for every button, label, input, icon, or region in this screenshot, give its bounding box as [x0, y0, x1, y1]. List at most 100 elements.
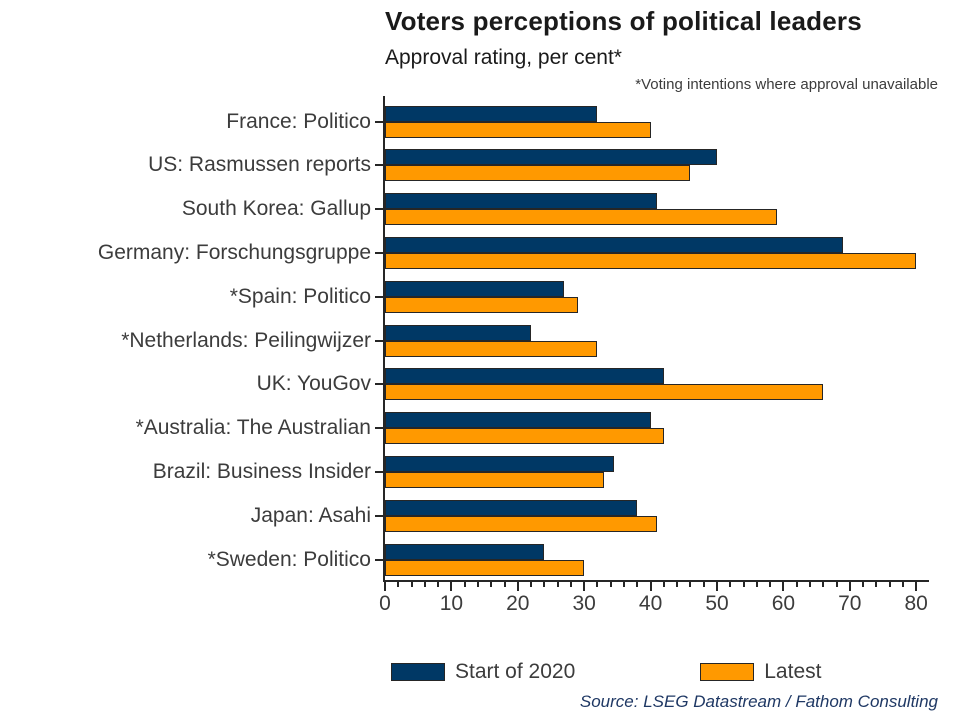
bar-latest-france-politico	[385, 121, 651, 138]
x-axis-tick-label-70: 70	[838, 592, 862, 615]
y-axis-tick	[375, 427, 383, 430]
x-axis-tick-label-80: 80	[904, 592, 928, 615]
category-label-uk-yougov: UK: YouGov	[256, 372, 371, 396]
bar-latest-australia-the-australian	[385, 428, 664, 445]
category-label-netherlands-peilingwijzer: *Netherlands: Peilingwijzer	[121, 328, 371, 352]
x-axis-minor-tick	[795, 582, 798, 587]
x-axis-minor-tick	[901, 582, 904, 587]
x-axis-minor-tick	[543, 582, 546, 587]
bar-start-of-2020-spain-politico	[385, 280, 564, 297]
y-axis-tick	[375, 514, 383, 517]
y-axis-tick	[375, 208, 383, 211]
x-axis-minor-tick	[596, 582, 599, 587]
legend-swatch-latest	[700, 663, 755, 681]
chart-subtitle: Approval rating, per cent*	[385, 46, 622, 69]
x-axis-minor-tick	[490, 582, 493, 587]
x-axis-major-tick	[782, 582, 785, 591]
x-axis-tick-label-10: 10	[439, 592, 464, 615]
bar-start-of-2020-us-rasmussen-reports	[385, 149, 717, 166]
bar-latest-germany-forschungsgruppe	[385, 252, 916, 269]
x-axis-minor-tick	[636, 582, 639, 587]
source-credit: Source: LSEG Datastream / Fathom Consult…	[579, 692, 938, 711]
bar-latest-japan-asahi	[385, 515, 657, 532]
x-axis-minor-tick	[476, 582, 479, 587]
bar-latest-sweden-politico	[385, 559, 584, 576]
x-axis-minor-tick	[729, 582, 732, 587]
legend-swatch-start-of-2020	[391, 663, 445, 681]
x-axis-minor-tick	[556, 582, 559, 587]
x-axis-major-tick	[583, 582, 586, 591]
y-axis-tick	[375, 164, 383, 167]
x-axis-tick-label-0: 0	[379, 592, 391, 615]
x-axis-minor-tick	[423, 582, 426, 587]
chart-footnote: *Voting intentions where approval unavai…	[635, 76, 938, 93]
x-axis-tick-label-30: 30	[572, 592, 596, 615]
x-axis-minor-tick	[623, 582, 626, 587]
bar-start-of-2020-netherlands-peilingwijzer	[385, 324, 531, 341]
y-axis-tick	[375, 383, 383, 386]
x-axis-minor-tick	[769, 582, 772, 587]
y-axis-tick	[375, 120, 383, 123]
x-axis-major-tick	[384, 582, 386, 591]
x-axis-major-tick	[450, 582, 453, 591]
bar-start-of-2020-sweden-politico	[385, 543, 544, 560]
bar-latest-south-korea-gallup	[385, 209, 777, 226]
category-label-us-rasmussen-reports: US: Rasmussen reports	[148, 153, 371, 177]
legend-label-latest: Latest	[764, 660, 822, 683]
x-axis-minor-tick	[609, 582, 612, 587]
x-axis-line	[383, 580, 929, 582]
y-axis-tick	[375, 295, 383, 298]
bar-start-of-2020-south-korea-gallup	[385, 193, 657, 210]
category-label-france-politico: France: Politico	[226, 109, 371, 133]
x-axis-tick-label-20: 20	[506, 592, 530, 615]
x-axis-minor-tick	[755, 582, 758, 587]
x-axis-major-tick	[848, 582, 851, 591]
x-axis-minor-tick	[503, 582, 506, 587]
bar-start-of-2020-uk-yougov	[385, 368, 664, 385]
x-axis-minor-tick	[569, 582, 572, 587]
chart-legend: Start of 2020 Latest	[391, 660, 822, 683]
y-axis-tick	[375, 470, 383, 473]
chart-title: Voters perceptions of political leaders	[385, 6, 862, 36]
category-label-brazil-business-insider: Brazil: Business Insider	[152, 459, 371, 483]
bar-latest-brazil-business-insider	[385, 471, 604, 488]
legend-label-start-of-2020: Start of 2020	[455, 660, 576, 683]
bar-start-of-2020-japan-asahi	[385, 499, 637, 516]
x-axis-major-tick	[516, 582, 519, 591]
category-label-spain-politico: *Spain: Politico	[229, 284, 371, 308]
bar-latest-us-rasmussen-reports	[385, 165, 690, 182]
bar-start-of-2020-france-politico	[385, 105, 597, 122]
bar-start-of-2020-brazil-business-insider	[385, 455, 614, 472]
x-axis-major-tick	[915, 582, 918, 591]
x-axis-minor-tick	[530, 582, 533, 587]
x-axis-minor-tick	[875, 582, 878, 587]
x-axis-minor-tick	[463, 582, 466, 587]
x-axis-major-tick	[716, 582, 718, 591]
x-axis-tick-label-60: 60	[771, 592, 796, 615]
y-axis-tick	[375, 558, 383, 561]
x-axis-minor-tick	[437, 582, 440, 587]
bar-start-of-2020-germany-forschungsgruppe	[385, 236, 843, 253]
bar-latest-spain-politico	[385, 296, 578, 313]
x-axis-minor-tick	[397, 582, 400, 587]
x-axis-minor-tick	[742, 582, 745, 587]
x-axis-minor-tick	[689, 582, 692, 587]
x-axis-major-tick	[649, 582, 652, 591]
x-axis-minor-tick	[822, 582, 825, 587]
x-axis-minor-tick	[835, 582, 838, 587]
category-label-australia-the-australian: *Australia: The Australian	[135, 416, 371, 440]
x-axis-tick-label-40: 40	[638, 592, 663, 615]
x-axis-minor-tick	[676, 582, 679, 587]
x-axis-minor-tick	[662, 582, 665, 587]
category-label-japan-asahi: Japan: Asahi	[250, 503, 371, 527]
y-axis-tick	[375, 339, 383, 342]
x-axis-tick-label-50: 50	[705, 592, 729, 615]
bar-latest-netherlands-peilingwijzer	[385, 340, 597, 357]
x-axis-minor-tick	[862, 582, 865, 587]
y-axis-line	[383, 96, 385, 582]
x-axis-minor-tick	[410, 582, 413, 587]
category-label-sweden-politico: *Sweden: Politico	[207, 547, 371, 571]
bar-latest-uk-yougov	[385, 384, 823, 401]
x-axis-minor-tick	[702, 582, 705, 587]
